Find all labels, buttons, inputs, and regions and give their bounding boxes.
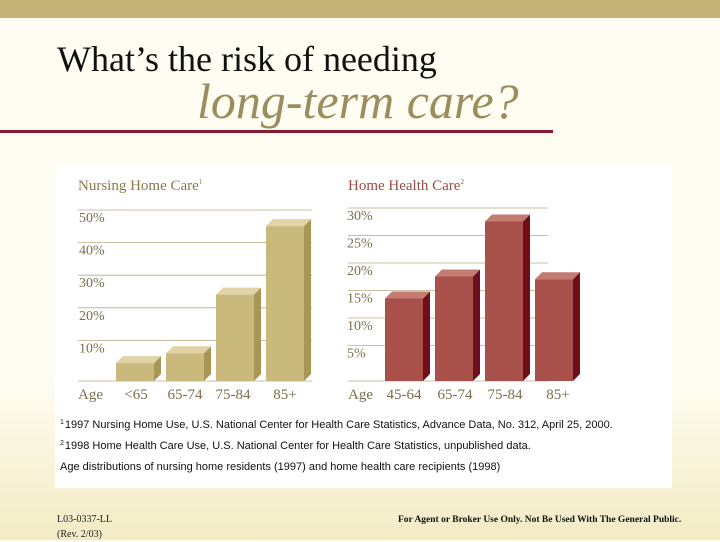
home-bar <box>385 298 423 381</box>
nursing-bar-side <box>154 356 161 381</box>
nursing-bar-top <box>116 356 161 364</box>
document-code-id: L03-0337-LL <box>57 514 112 525</box>
document-code: L03-0337-LL (Rev. 2/03) <box>57 512 112 542</box>
nursing-ytick-label: 40% <box>79 244 105 259</box>
footnote-1-marker: 1 <box>60 419 64 426</box>
slide-title-line1: What’s the risk of needing <box>57 39 437 79</box>
home-ytick-label: 20% <box>347 264 373 279</box>
home-bar-side <box>573 272 580 381</box>
home-chart-title-sup: 2 <box>460 178 464 186</box>
nursing-bar-side <box>204 346 211 381</box>
home-bar-top <box>385 291 430 299</box>
home-bar-top <box>485 214 530 222</box>
home-chart-title: Home Health Care2 <box>348 178 464 194</box>
home-bar <box>435 276 473 381</box>
home-ytick-label: 15% <box>347 292 373 307</box>
home-category-label: 45-64 <box>387 387 422 403</box>
home-ytick-label: 5% <box>347 347 366 362</box>
nursing-chart-title: Nursing Home Care1 <box>78 178 203 194</box>
nursing-xlabel: Age <box>78 387 103 403</box>
slide-title-line2: long-term care? <box>197 73 519 129</box>
nursing-bar <box>166 353 204 381</box>
disclaimer-text: For Agent or Broker Use Only. Not Be Use… <box>398 515 682 525</box>
home-bar-top <box>435 269 480 277</box>
nursing-bar-side <box>304 219 311 381</box>
nursing-category-label: 65-74 <box>168 387 203 403</box>
nursing-bar <box>216 294 254 381</box>
nursing-bar <box>266 226 304 381</box>
footnote-2: 21998 Home Health Care Use, U.S. Nationa… <box>60 440 531 452</box>
home-bar <box>485 221 523 381</box>
top-accent-bar <box>0 0 720 18</box>
footnote-2-marker: 2 <box>60 440 64 447</box>
home-category-label: 75-84 <box>488 387 523 403</box>
nursing-category-label: <65 <box>124 387 147 403</box>
document-code-revision: (Rev. 2/03) <box>57 529 102 540</box>
home-bar <box>535 279 573 381</box>
home-bar-side <box>473 269 480 381</box>
home-ytick-label: 10% <box>347 319 373 334</box>
nursing-category-label: 85+ <box>273 387 296 403</box>
footnote-1-text: 1997 Nursing Home Use, U.S. National Cen… <box>64 419 613 431</box>
home-category-label: 65-74 <box>438 387 473 403</box>
nursing-bar-top <box>166 346 211 354</box>
footnote-3: Age distributions of nursing home reside… <box>60 461 500 473</box>
footnote-3-text: Age distributions of nursing home reside… <box>60 461 501 473</box>
home-ytick-label: 30% <box>347 209 373 224</box>
nursing-bar <box>116 363 154 381</box>
nursing-chart-title-sup: 1 <box>199 178 203 186</box>
home-bar-side <box>523 214 530 381</box>
nursing-ytick-label: 10% <box>79 341 105 356</box>
footnote-2-text: 1998 Home Health Care Use, U.S. National… <box>64 440 531 452</box>
nursing-ytick-label: 20% <box>79 309 105 324</box>
home-bar-top <box>535 272 580 280</box>
home-xlabel: Age <box>348 387 373 403</box>
nursing-bar-side <box>254 287 261 381</box>
home-ytick-label: 25% <box>347 237 373 252</box>
nursing-bar-top <box>266 219 311 227</box>
nursing-ytick-label: 50% <box>79 211 105 226</box>
footnote-1: 11997 Nursing Home Use, U.S. National Ce… <box>60 419 613 431</box>
nursing-ytick-label: 30% <box>79 276 105 291</box>
home-bar-side <box>423 291 430 381</box>
nursing-category-label: 75-84 <box>216 387 251 403</box>
title-underline <box>0 130 553 133</box>
nursing-bar-top <box>216 287 261 295</box>
home-category-label: 85+ <box>546 387 569 403</box>
